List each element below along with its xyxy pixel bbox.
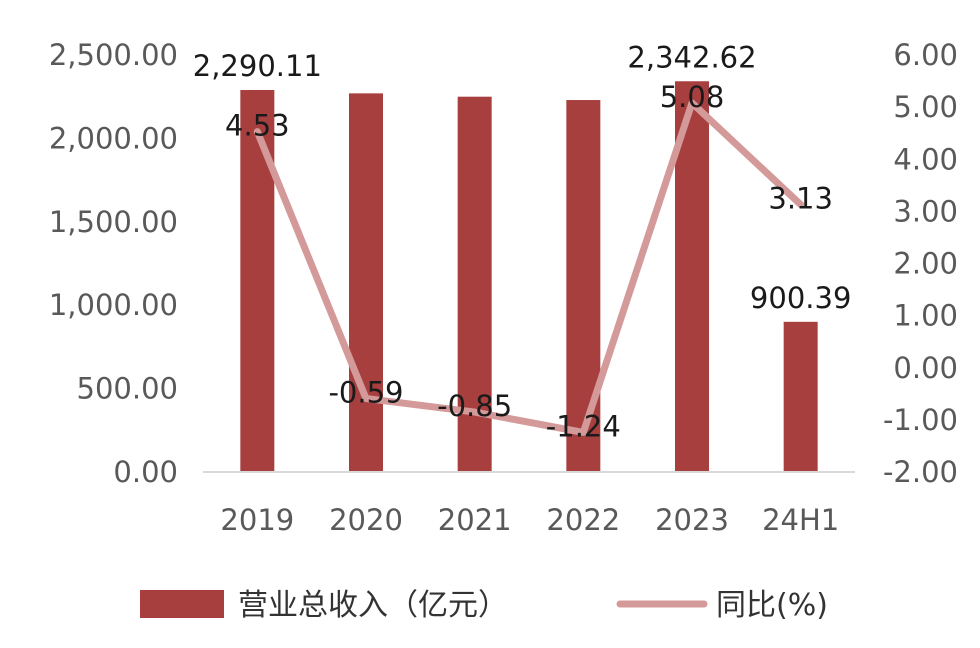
right-tick-label: 5.00 [893, 90, 958, 124]
right-tick-label: 4.00 [893, 142, 958, 176]
x-tick-label: 24H1 [762, 503, 839, 537]
right-tick-label: 2.00 [893, 247, 958, 281]
line-data-label: -0.85 [437, 389, 512, 423]
right-tick-label: 0.00 [893, 351, 958, 385]
line-data-label: 4.53 [225, 109, 290, 143]
right-tick-label: 6.00 [893, 38, 958, 72]
bar [566, 100, 601, 472]
left-tick-label: 2,500.00 [49, 38, 178, 72]
x-axis-ticks: 2019 2020 2021 2022 2023 24H1 [220, 503, 839, 537]
right-tick-label: 1.00 [893, 299, 958, 333]
bar-data-label: 900.39 [750, 281, 851, 315]
line-data-label: 5.08 [660, 80, 725, 114]
left-tick-label: 2,000.00 [49, 121, 178, 155]
bar [240, 90, 275, 473]
right-tick-label: -1.00 [883, 403, 958, 437]
right-tick-label: -2.00 [883, 455, 958, 489]
left-tick-label: 500.00 [77, 372, 178, 406]
bar-data-labels: 2,290.11 2,342.62 900.39 [193, 40, 852, 315]
right-tick-label: 3.00 [893, 194, 958, 228]
x-tick-label: 2019 [220, 503, 294, 537]
left-axis-ticks: 0.00 500.00 1,000.00 1,500.00 2,000.00 2,500.… [49, 38, 178, 489]
bar [783, 321, 818, 472]
bar-data-label: 2,290.11 [193, 49, 322, 83]
line-data-label: -0.59 [328, 376, 403, 410]
line-path [253, 99, 805, 436]
x-tick-label: 2022 [546, 503, 620, 537]
line-series [253, 99, 805, 436]
x-tick-label: 2020 [329, 503, 403, 537]
bar [349, 93, 383, 472]
left-tick-label: 0.00 [113, 455, 178, 489]
left-tick-label: 1,000.00 [49, 288, 178, 322]
line-data-label: -1.24 [546, 409, 621, 443]
legend-line-label: 同比(%) [716, 588, 828, 623]
right-axis-ticks: -2.00 -1.00 0.00 1.00 2.00 3.00 4.00 5.00 6.00 [883, 38, 958, 489]
x-tick-label: 2021 [438, 503, 512, 537]
bar-series [240, 81, 818, 473]
legend: 营业总收入（亿元） 同比(%) [140, 588, 828, 623]
bar-data-label: 2,342.62 [627, 40, 756, 74]
left-tick-label: 1,500.00 [49, 205, 178, 239]
x-tick-label: 2023 [655, 503, 729, 537]
line-data-label: 3.13 [768, 182, 833, 216]
legend-bar-swatch [140, 590, 224, 618]
legend-bar-label: 营业总收入（亿元） [238, 588, 508, 623]
line-data-labels: 4.53 -0.59 -0.85 -1.24 5.08 3.13 [225, 80, 833, 443]
